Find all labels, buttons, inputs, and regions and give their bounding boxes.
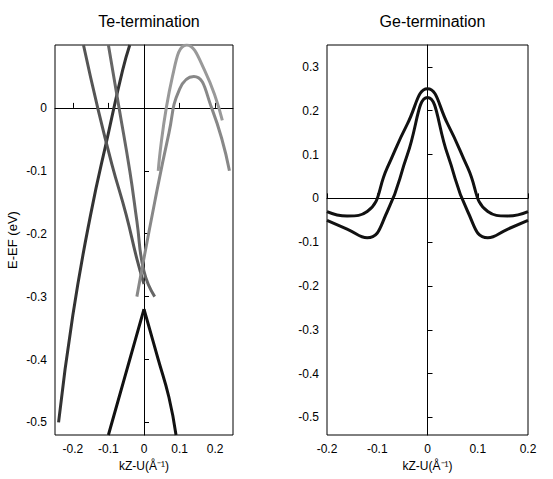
- svg-text:0: 0: [424, 442, 431, 456]
- svg-text:Te-termination: Te-termination: [98, 13, 199, 30]
- svg-text:0.1: 0.1: [171, 442, 188, 456]
- svg-text:0: 0: [312, 191, 319, 205]
- svg-text:0.2: 0.2: [302, 104, 319, 118]
- svg-text:-0.2: -0.2: [26, 227, 47, 241]
- svg-text:E-EF (eV): E-EF (eV): [5, 211, 20, 269]
- svg-text:-0.1: -0.1: [298, 235, 319, 249]
- svg-text:-0.1: -0.1: [26, 164, 47, 178]
- svg-text:0.1: 0.1: [302, 148, 319, 162]
- svg-text:-0.3: -0.3: [26, 290, 47, 304]
- svg-text:-0.5: -0.5: [26, 415, 47, 429]
- svg-text:-0.2: -0.2: [62, 442, 83, 456]
- svg-text:-0.3: -0.3: [298, 323, 319, 337]
- svg-text:Ge-termination: Ge-termination: [380, 13, 486, 30]
- svg-text:0: 0: [40, 101, 47, 115]
- svg-text:-0.5: -0.5: [298, 410, 319, 424]
- svg-text:kZ-U(Å⁻¹): kZ-U(Å⁻¹): [119, 458, 169, 473]
- svg-text:0.3: 0.3: [302, 60, 319, 74]
- svg-text:-0.4: -0.4: [298, 367, 319, 381]
- svg-text:kZ-U(Å⁻¹): kZ-U(Å⁻¹): [403, 458, 453, 473]
- svg-text:-0.2: -0.2: [298, 279, 319, 293]
- svg-text:0.2: 0.2: [207, 442, 224, 456]
- svg-text:-0.1: -0.1: [367, 442, 388, 456]
- svg-text:-0.1: -0.1: [98, 442, 119, 456]
- svg-text:0.2: 0.2: [520, 442, 537, 456]
- svg-text:-0.2: -0.2: [317, 442, 338, 456]
- svg-text:0: 0: [141, 442, 148, 456]
- svg-text:-0.4: -0.4: [26, 353, 47, 367]
- svg-text:0.1: 0.1: [469, 442, 486, 456]
